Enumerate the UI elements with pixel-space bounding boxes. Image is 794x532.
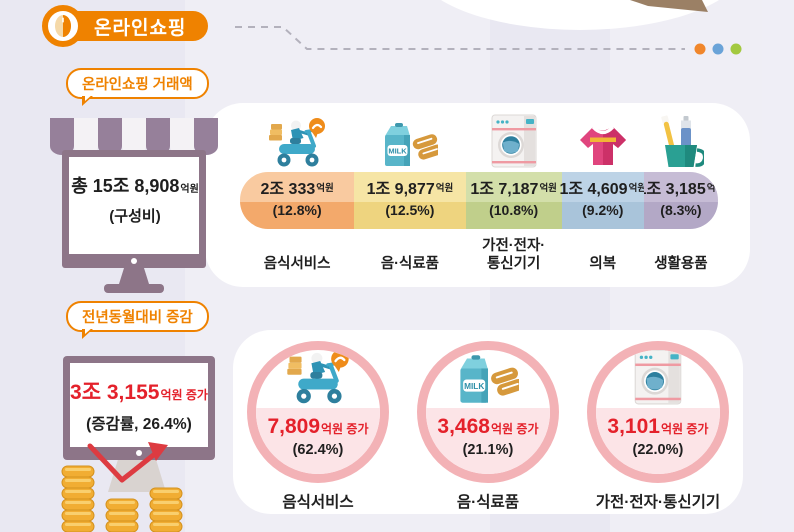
page-title: 온라인쇼핑 — [94, 17, 187, 39]
total-increase-monitor: 3조 3,155억원 증가 (증감률, 26.4%) — [63, 356, 215, 460]
increase-value: 3,468 — [437, 415, 490, 439]
tshirt-icon — [579, 125, 626, 165]
washing-machine-icon — [491, 114, 537, 168]
increase-values: 3,101억원 증가 (22.0%) — [595, 408, 720, 474]
segment-value: 1조 3,185억원 — [643, 172, 718, 202]
bar-segment-electronics: 1조 7,187 억원 (10.8%) — [465, 172, 562, 229]
dot-orange — [694, 43, 706, 55]
dot-green — [730, 43, 742, 55]
increase-pct: (62.4%) — [292, 442, 344, 459]
total-transaction-value: 총 15조 8,908억원 — [71, 172, 199, 198]
increase-card-electronics: 3,101억원 증가 (22.0%) 가전·전자·통신기기 — [573, 330, 743, 514]
segment-value: 2조 333 억원 — [240, 172, 355, 202]
increase-card-label: 가전·전자·통신기기 — [595, 494, 721, 511]
bar-segment-household: 1조 3,185억원 (8.3%) — [643, 172, 718, 229]
icon-cell: MILK — [426, 350, 550, 408]
total-increase-box: 3조 3,155억원 증가 (증감률, 26.4%) — [70, 363, 208, 447]
milk-label: MILK — [464, 382, 484, 391]
segment-value: 1조 4,609 억원 — [559, 172, 646, 202]
increase-card-label: 음·식료품 — [456, 494, 520, 511]
category-label: 생활용품 — [654, 256, 708, 273]
increase-value: 3,101 — [607, 415, 660, 439]
increase-pct: (21.1%) — [462, 442, 514, 459]
category-labels-row: 음식서비스 음·식료품 가전·전자· 통신기기 의복 생활용품 — [240, 237, 718, 273]
total-increase-value: 3조 3,155억원 증가 — [70, 381, 208, 404]
dashed-connector — [235, 26, 742, 55]
increase-card-groceries: MILK 3,468억원 증가 — [403, 330, 573, 514]
section2-label: 전년동월대비 증감 — [82, 310, 193, 326]
increase-circle: 7,809억원 증가 (62.4%) — [246, 341, 389, 483]
pencil-tip-decoration — [630, 0, 708, 12]
increase-arrow-icon — [87, 442, 168, 483]
monitor-camera-dot — [136, 450, 142, 456]
coin-icon — [55, 15, 71, 37]
coin-badge — [42, 5, 84, 47]
coin-stacks-icon — [61, 465, 183, 532]
delivery-scooter-icon — [287, 350, 349, 404]
segment-pct: (12.5%) — [354, 202, 466, 229]
icon-cell — [240, 117, 354, 169]
category-label: 음·식료품 — [380, 256, 440, 273]
toiletries-cup-icon — [661, 115, 704, 167]
section1-label: 온라인쇼핑 거래액 — [82, 77, 193, 93]
bar-segment-food-service: 2조 333 억원 (12.8%) — [240, 172, 355, 229]
increase-panel: 7,809억원 증가 (62.4%) 음식서비스 — [233, 330, 743, 514]
icon-cell — [596, 350, 720, 408]
segment-pct: (8.3%) — [643, 202, 718, 229]
storefront-monitor-icon — [50, 118, 218, 293]
total-unit: 억원 — [180, 184, 199, 195]
category-icons-row: MILK — [240, 107, 718, 169]
icon-cell — [256, 350, 380, 408]
increase-value: 7,809 — [267, 415, 321, 439]
increase-values: 3,468억원 증가 (21.1%) — [425, 408, 550, 474]
section1-label-bubble: 온라인쇼핑 거래액 — [66, 68, 209, 106]
icon-cell — [644, 115, 718, 169]
segment-pct: (12.8%) — [240, 202, 355, 229]
segment-pct: (9.2%) — [561, 202, 644, 229]
milk-groceries-icon: MILK — [460, 355, 519, 403]
delivery-scooter-icon — [269, 118, 326, 167]
category-label: 음식서비스 — [263, 256, 331, 273]
increase-card-food-service: 7,809억원 증가 (62.4%) 음식서비스 — [233, 330, 403, 514]
bar-segment-clothing: 1조 4,609 억원 (9.2%) — [559, 172, 646, 229]
category-label: 의복 — [589, 256, 617, 273]
milk-groceries-icon: MILK — [384, 123, 438, 166]
category-label: 가전·전자· 통신기기 — [482, 238, 546, 273]
washing-machine-icon — [634, 350, 682, 405]
total-transaction-box: 총 15조 8,908억원 (구성비) — [69, 172, 201, 226]
segment-pct: (10.8%) — [465, 202, 562, 229]
increase-circle: MILK 3,468억원 증가 — [416, 341, 559, 483]
segment-value: 1조 7,187 억원 — [465, 172, 562, 202]
icon-cell — [562, 123, 644, 169]
increase-card-label: 음식서비스 — [282, 494, 354, 511]
milk-label: MILK — [388, 147, 407, 156]
icon-cell: MILK — [354, 121, 465, 169]
dot-blue — [712, 43, 724, 55]
transaction-panel: MILK — [205, 103, 750, 287]
icon-cell — [466, 113, 562, 169]
section2-label-bubble: 전년동월대비 증감 — [66, 301, 209, 339]
page-title-badge: 온라인쇼핑 — [60, 11, 209, 41]
total-increase-note: (증감률, 26.4%) — [86, 416, 192, 433]
segment-value: 1조 9,877 억원 — [354, 172, 466, 202]
increase-circle: 3,101억원 증가 (22.0%) — [586, 341, 729, 483]
share-bar: 2조 333 억원 (12.8%) 1조 9,877 억원 (12.5%) 1조 7… — [240, 172, 718, 229]
increase-values: 7,809억원 증가 (62.4%) — [255, 408, 380, 474]
increase-pct: (22.0%) — [632, 442, 684, 459]
bar-segment-groceries: 1조 9,877 억원 (12.5%) — [354, 172, 466, 229]
total-value: 총 15조 8,908 — [71, 176, 180, 196]
total-note: (구성비) — [109, 208, 161, 225]
